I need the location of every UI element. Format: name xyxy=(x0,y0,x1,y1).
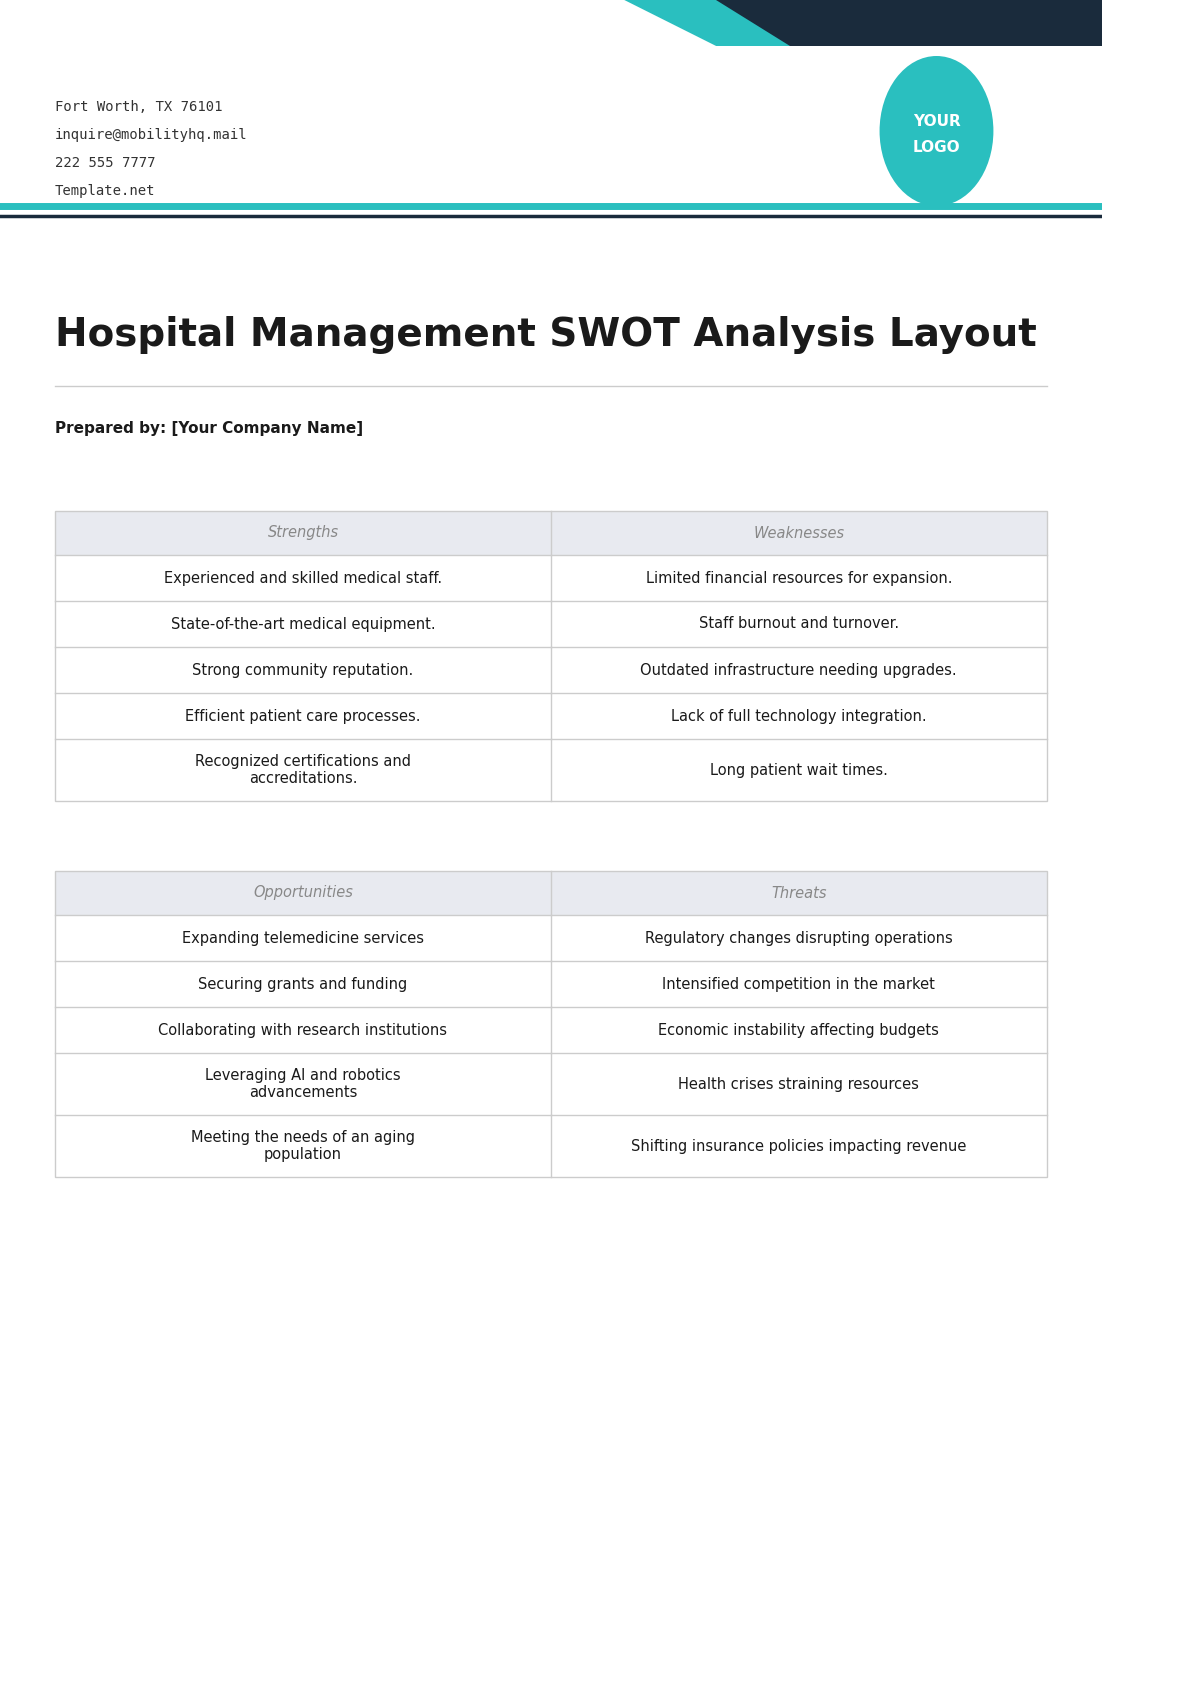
Text: Limited financial resources for expansion.: Limited financial resources for expansio… xyxy=(646,570,952,585)
Text: Efficient patient care processes.: Efficient patient care processes. xyxy=(185,709,421,724)
Text: Leveraging AI and robotics
advancements: Leveraging AI and robotics advancements xyxy=(205,1068,401,1101)
Text: Intensified competition in the market: Intensified competition in the market xyxy=(662,977,935,992)
Text: inquire@mobilityhq.mail: inquire@mobilityhq.mail xyxy=(55,127,247,142)
Text: Securing grants and funding: Securing grants and funding xyxy=(198,977,408,992)
Text: Opportunities: Opportunities xyxy=(253,885,353,901)
Text: Staff burnout and turnover.: Staff burnout and turnover. xyxy=(698,617,899,631)
FancyBboxPatch shape xyxy=(55,872,1046,916)
Text: Fort Worth, TX 76101: Fort Worth, TX 76101 xyxy=(55,100,222,114)
Text: Meeting the needs of an aging
population: Meeting the needs of an aging population xyxy=(191,1130,415,1162)
Text: State-of-the-art medical equipment.: State-of-the-art medical equipment. xyxy=(170,617,436,631)
Text: 222 555 7777: 222 555 7777 xyxy=(55,156,156,170)
Text: Long patient wait times.: Long patient wait times. xyxy=(710,763,888,777)
Text: Shifting insurance policies impacting revenue: Shifting insurance policies impacting re… xyxy=(631,1138,966,1153)
Text: Hospital Management SWOT Analysis Layout: Hospital Management SWOT Analysis Layout xyxy=(55,315,1037,354)
Text: LOGO: LOGO xyxy=(913,139,960,154)
Text: Regulatory changes disrupting operations: Regulatory changes disrupting operations xyxy=(644,931,953,945)
Text: Collaborating with research institutions: Collaborating with research institutions xyxy=(158,1023,448,1038)
Text: Lack of full technology integration.: Lack of full technology integration. xyxy=(671,709,926,724)
Polygon shape xyxy=(716,0,1102,46)
Text: Prepared by: [Your Company Name]: Prepared by: [Your Company Name] xyxy=(55,421,364,436)
Text: Health crises straining resources: Health crises straining resources xyxy=(678,1077,919,1092)
Text: YOUR: YOUR xyxy=(913,114,960,129)
Polygon shape xyxy=(0,0,1102,46)
Text: Economic instability affecting budgets: Economic instability affecting budgets xyxy=(659,1023,940,1038)
FancyBboxPatch shape xyxy=(55,510,1046,555)
Text: Expanding telemedicine services: Expanding telemedicine services xyxy=(182,931,424,945)
Text: Recognized certifications and
accreditations.: Recognized certifications and accreditat… xyxy=(194,753,410,787)
Ellipse shape xyxy=(880,56,994,205)
Text: Template.net: Template.net xyxy=(55,183,156,198)
Text: Outdated infrastructure needing upgrades.: Outdated infrastructure needing upgrades… xyxy=(641,663,958,677)
Text: Experienced and skilled medical staff.: Experienced and skilled medical staff. xyxy=(164,570,442,585)
Text: Weaknesses: Weaknesses xyxy=(754,526,845,541)
Text: Threats: Threats xyxy=(772,885,827,901)
Text: Strong community reputation.: Strong community reputation. xyxy=(192,663,414,677)
Text: Strengths: Strengths xyxy=(268,526,338,541)
